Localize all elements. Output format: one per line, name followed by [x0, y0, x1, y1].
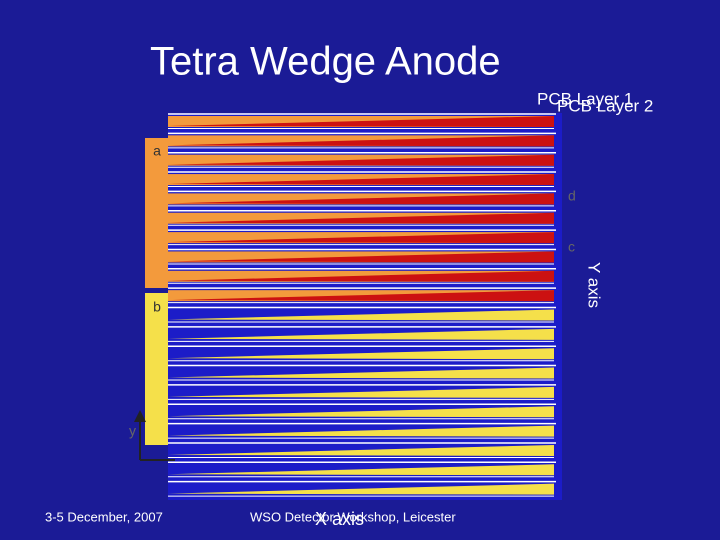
layer2-label: PCB Layer 2 — [557, 96, 653, 115]
wedge — [168, 174, 554, 186]
wedge — [168, 444, 554, 456]
title: Tetra Wedge Anode — [150, 40, 501, 84]
region-c-label: c — [568, 239, 575, 255]
wedge — [168, 193, 554, 205]
wedge — [168, 483, 554, 495]
wedge — [168, 367, 554, 379]
wedge — [168, 154, 554, 166]
wedge — [168, 348, 554, 360]
x-axis-label: X axis — [315, 509, 364, 529]
footer-event: WSO Detector Workshop, Leicester — [250, 509, 456, 524]
layer1-label: PCB Layer 1 — [537, 89, 633, 108]
wedge — [168, 406, 554, 418]
wedge — [168, 386, 554, 398]
region-a — [145, 138, 168, 288]
wedge-pattern — [168, 113, 562, 500]
wedge — [168, 135, 554, 147]
wedge — [168, 116, 554, 127]
wedge — [168, 232, 554, 244]
wedge — [168, 309, 554, 321]
wedge — [168, 270, 554, 282]
wedge — [168, 212, 554, 224]
wedge — [168, 464, 554, 476]
wedge — [168, 425, 554, 437]
y-small-label: y — [129, 423, 136, 439]
region-b-label: b — [153, 299, 161, 315]
wedge — [168, 251, 554, 263]
y-axis-label: Y axis — [585, 262, 604, 308]
anode-background — [168, 113, 562, 500]
wedge — [168, 290, 554, 302]
footer-date: 3-5 December, 2007 — [45, 509, 163, 524]
wedge — [168, 328, 554, 340]
region-d-label: d — [568, 188, 576, 204]
region-a-label: a — [153, 143, 161, 159]
region-b — [145, 293, 168, 445]
axis-arrowhead — [134, 410, 146, 422]
